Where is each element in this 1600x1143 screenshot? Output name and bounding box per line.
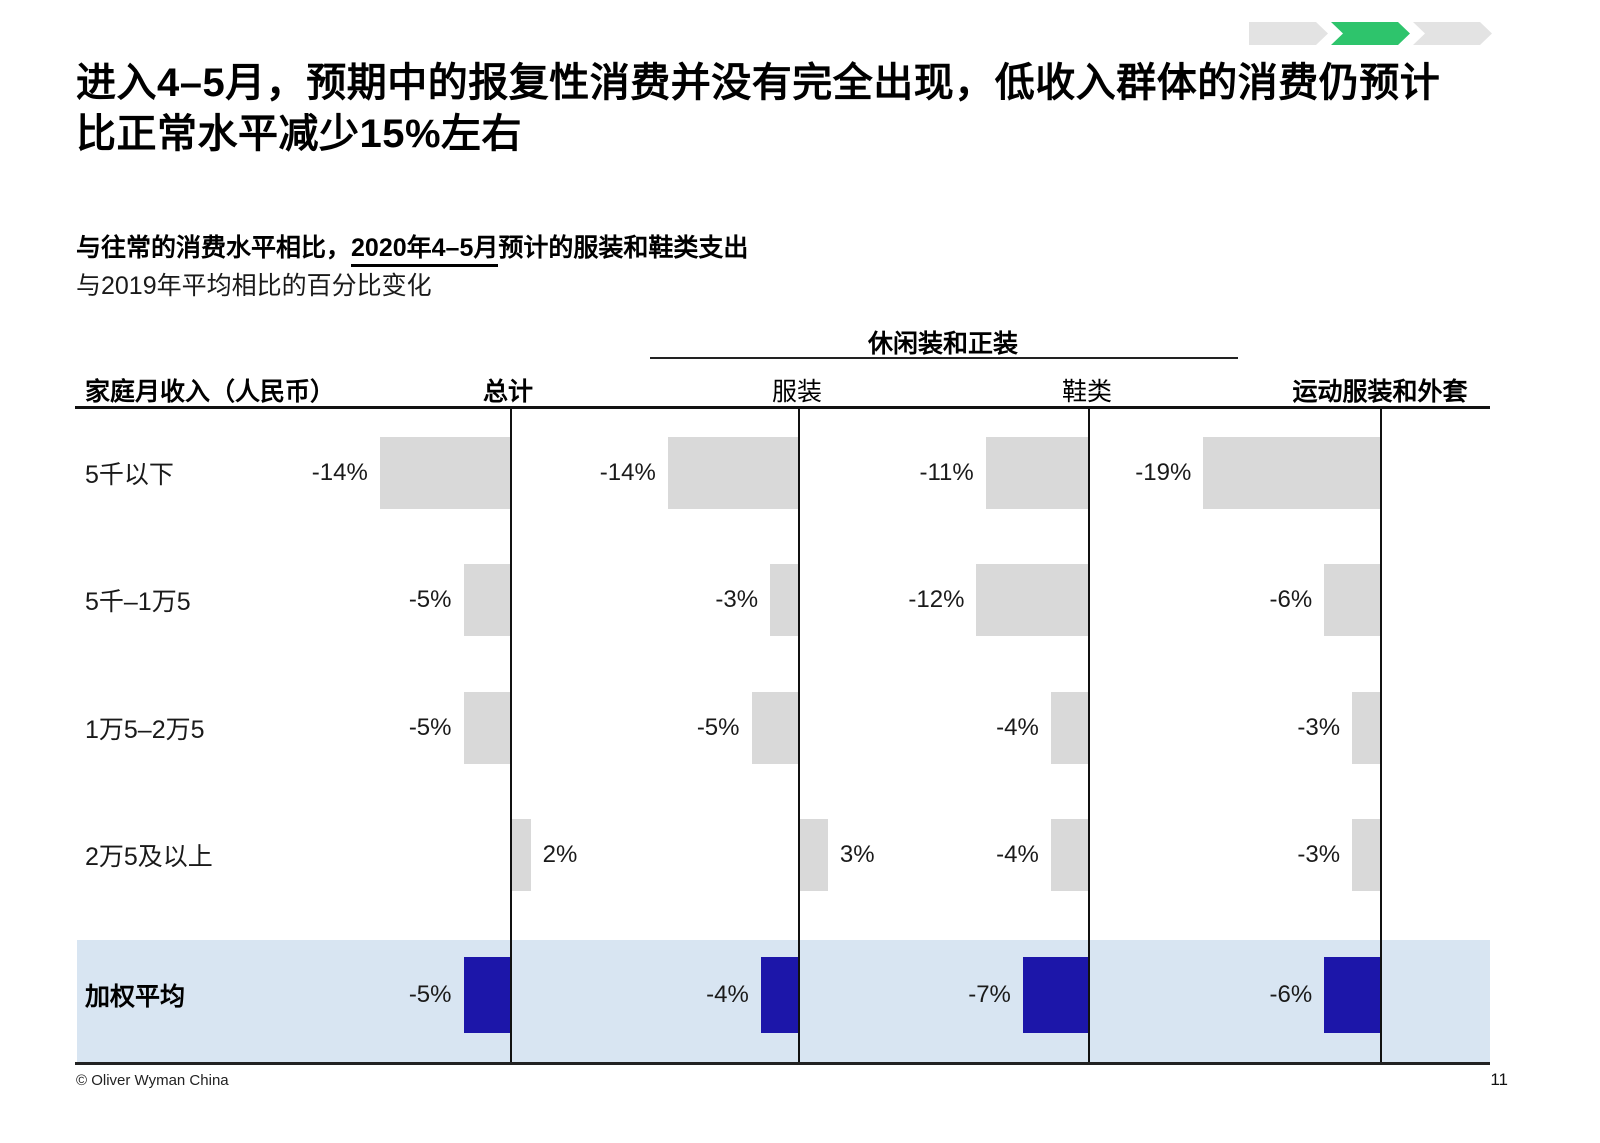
slide-title-line1: 进入4–5月，预期中的报复性消费并没有完全出现，低收入群体的消费仍预计 bbox=[76, 61, 1441, 105]
table-bottom-rule bbox=[75, 1062, 1490, 1065]
bar-加权平均-col4 bbox=[1324, 957, 1380, 1033]
bar-5千–1万5-col4 bbox=[1324, 564, 1380, 636]
progress-tracker bbox=[1249, 22, 1492, 45]
row-label: 2万5及以上 bbox=[85, 843, 213, 871]
value-label: -3% bbox=[1297, 714, 1341, 741]
value-label: -5% bbox=[408, 981, 452, 1008]
slide-title-line2: 比正常水平减少15%左右 bbox=[76, 112, 523, 157]
slide-title: 进入4–5月，预期中的报复性消费并没有完全出现，低收入群体的消费仍预计 比正常水… bbox=[76, 58, 1506, 160]
value-label: -3% bbox=[1297, 841, 1341, 868]
chart-title-prefix: 与往常的消费水平相比， bbox=[76, 234, 352, 262]
value-label: -6% bbox=[1269, 586, 1313, 613]
value-label: 3% bbox=[839, 841, 875, 868]
bar-加权平均-col1 bbox=[463, 957, 510, 1033]
bar-2万5及以上-col3 bbox=[1050, 819, 1088, 891]
value-label: -14% bbox=[599, 459, 656, 486]
bar-2万5及以上-col1 bbox=[512, 819, 531, 891]
row-label: 1万5–2万5 bbox=[85, 716, 205, 744]
bar-5千以下-col3 bbox=[985, 437, 1088, 509]
bar-1万5–2万5-col3 bbox=[1050, 692, 1088, 764]
column-group-underline bbox=[650, 357, 1238, 359]
bar-加权平均-col2 bbox=[760, 957, 798, 1033]
value-label: -5% bbox=[408, 586, 452, 613]
column-header-total: 总计 bbox=[482, 378, 534, 406]
bar-2万5及以上-col2 bbox=[800, 819, 828, 891]
bar-5千–1万5-col1 bbox=[463, 564, 510, 636]
table-header-rule bbox=[75, 406, 1490, 409]
bar-5千–1万5-col2 bbox=[770, 564, 798, 636]
value-label: -6% bbox=[1269, 981, 1313, 1008]
zero-axis-col-4 bbox=[1380, 409, 1382, 1062]
chart-title: 与往常的消费水平相比，2020年4–5月预计的服装和鞋类支出 bbox=[76, 228, 1276, 267]
chart-title-suffix: 预计的服装和鞋类支出 bbox=[498, 234, 749, 262]
value-label: -5% bbox=[696, 714, 740, 741]
value-label: -11% bbox=[919, 459, 974, 486]
progress-step-2-active bbox=[1331, 22, 1410, 45]
progress-step-1-inactive bbox=[1249, 22, 1328, 45]
value-label: -7% bbox=[968, 981, 1011, 1008]
row-label: 加权平均 bbox=[85, 983, 186, 1011]
value-label: -4% bbox=[996, 714, 1039, 741]
value-label: -12% bbox=[908, 586, 965, 613]
row-header-label: 家庭月收入（人民币） bbox=[85, 378, 336, 406]
zero-axis-col-3 bbox=[1088, 409, 1090, 1062]
progress-step-3-inactive bbox=[1413, 22, 1492, 45]
zero-axis-col-2 bbox=[798, 409, 800, 1062]
value-label: -4% bbox=[996, 841, 1039, 868]
value-label: -5% bbox=[408, 714, 452, 741]
bar-1万5–2万5-col1 bbox=[463, 692, 510, 764]
value-label: -14% bbox=[311, 459, 368, 486]
bar-5千–1万5-col3 bbox=[976, 564, 1088, 636]
value-label: 2% bbox=[542, 841, 578, 868]
bar-加权平均-col3 bbox=[1022, 957, 1088, 1033]
column-header-footwear: 鞋类 bbox=[1061, 378, 1113, 406]
bar-1万5–2万5-col2 bbox=[751, 692, 798, 764]
bar-5千以下-col4 bbox=[1203, 437, 1380, 509]
bar-5千以下-col2 bbox=[667, 437, 798, 509]
value-label: -4% bbox=[706, 981, 749, 1008]
row-label: 5千以下 bbox=[85, 461, 174, 489]
footer-page-number: 11 bbox=[1490, 1070, 1508, 1089]
footer-copyright: © Oliver Wyman China bbox=[76, 1072, 229, 1089]
value-label: -19% bbox=[1135, 459, 1192, 486]
chart-subtitle: 与2019年平均相比的百分比变化 bbox=[76, 272, 432, 300]
column-group-header: 休闲装和正装 bbox=[867, 330, 1019, 358]
column-header-apparel: 服装 bbox=[771, 378, 823, 406]
value-label: -3% bbox=[715, 586, 759, 613]
bar-5千以下-col1 bbox=[379, 437, 510, 509]
bar-1万5–2万5-col4 bbox=[1352, 692, 1380, 764]
zero-axis-col-1 bbox=[510, 409, 512, 1062]
column-header-sportswear: 运动服装和外套 bbox=[1292, 378, 1468, 406]
chart-title-underlined-period: 2020年4–5月 bbox=[351, 234, 499, 267]
bar-2万5及以上-col4 bbox=[1352, 819, 1380, 891]
row-label: 5千–1万5 bbox=[85, 588, 191, 616]
